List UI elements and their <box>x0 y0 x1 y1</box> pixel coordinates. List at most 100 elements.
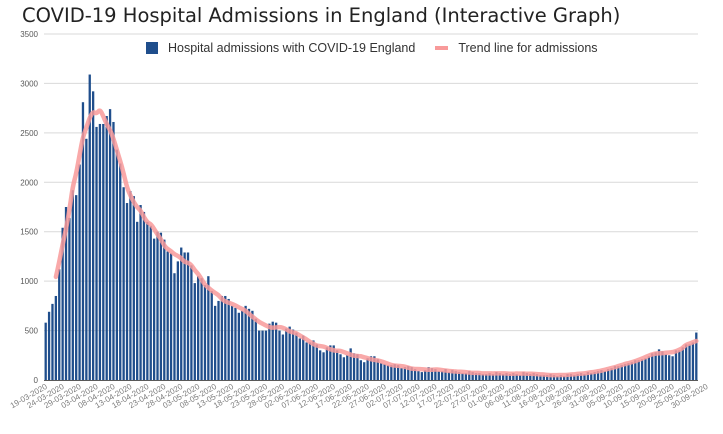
bar[interactable] <box>579 373 583 380</box>
bar[interactable] <box>573 375 576 380</box>
bar[interactable] <box>674 350 678 380</box>
bar[interactable] <box>380 363 383 380</box>
bar[interactable] <box>335 350 339 380</box>
bar[interactable] <box>288 326 291 380</box>
bar[interactable] <box>264 330 268 380</box>
bar[interactable] <box>203 285 207 380</box>
bar[interactable] <box>146 221 149 380</box>
bar[interactable] <box>576 374 579 380</box>
bar[interactable] <box>169 253 173 380</box>
bar[interactable] <box>590 373 593 380</box>
bar[interactable] <box>451 370 454 380</box>
bar[interactable] <box>315 344 318 380</box>
bar[interactable] <box>142 211 146 380</box>
bar[interactable] <box>498 373 501 380</box>
bar[interactable] <box>607 369 610 380</box>
bar[interactable] <box>224 295 227 380</box>
bar[interactable] <box>152 238 156 380</box>
bar[interactable] <box>200 278 203 380</box>
bar[interactable] <box>468 371 471 380</box>
bar[interactable] <box>61 227 64 380</box>
legend-item-trend[interactable]: Trend line for admissions <box>435 41 598 55</box>
bar[interactable] <box>230 305 234 380</box>
bar[interactable] <box>691 342 695 380</box>
bar[interactable] <box>684 344 688 380</box>
bar[interactable] <box>366 358 369 380</box>
bar[interactable] <box>644 358 647 380</box>
bar[interactable] <box>654 352 657 380</box>
bar[interactable] <box>197 276 200 380</box>
bar[interactable] <box>352 353 356 380</box>
bar[interactable] <box>512 373 515 380</box>
bar[interactable] <box>68 217 71 380</box>
bar[interactable] <box>75 195 78 380</box>
bar[interactable] <box>173 273 176 380</box>
bar[interactable] <box>261 330 264 380</box>
bar[interactable] <box>105 116 108 381</box>
bar[interactable] <box>403 367 407 380</box>
bar[interactable] <box>227 298 230 380</box>
bar[interactable] <box>495 372 498 380</box>
bar[interactable] <box>356 354 359 380</box>
bar[interactable] <box>688 344 691 380</box>
bar[interactable] <box>51 303 54 380</box>
bar[interactable] <box>244 305 247 380</box>
bar[interactable] <box>85 138 88 380</box>
bar[interactable] <box>447 372 451 380</box>
bar[interactable] <box>166 251 169 380</box>
bar[interactable] <box>488 373 491 380</box>
bar[interactable] <box>119 163 122 380</box>
bar[interactable] <box>559 375 562 380</box>
bar[interactable] <box>217 300 220 380</box>
bar[interactable] <box>600 370 603 380</box>
bar[interactable] <box>129 191 132 380</box>
bar[interactable] <box>396 365 400 380</box>
bar[interactable] <box>505 373 508 380</box>
bar[interactable] <box>268 323 271 380</box>
bar[interactable] <box>532 373 535 380</box>
bar[interactable] <box>620 365 623 380</box>
bar[interactable] <box>180 247 183 380</box>
bar[interactable] <box>102 123 105 381</box>
bar[interactable] <box>281 334 285 380</box>
bar[interactable] <box>617 366 620 380</box>
bar[interactable] <box>539 375 542 380</box>
bar[interactable] <box>671 356 674 380</box>
bar[interactable] <box>481 374 484 380</box>
bar[interactable] <box>478 373 481 380</box>
bar[interactable] <box>502 374 505 380</box>
bar[interactable] <box>410 367 413 380</box>
bar[interactable] <box>156 231 159 380</box>
bar[interactable] <box>417 371 420 380</box>
bar[interactable] <box>95 126 98 380</box>
bar[interactable] <box>149 225 152 380</box>
bar[interactable] <box>603 371 606 380</box>
bar[interactable] <box>461 373 464 380</box>
bar[interactable] <box>441 371 444 380</box>
bar[interactable] <box>159 232 163 380</box>
bar[interactable] <box>471 372 474 380</box>
bar[interactable] <box>420 372 423 380</box>
bar[interactable] <box>115 149 119 380</box>
bar[interactable] <box>132 196 135 380</box>
bar[interactable] <box>58 269 61 380</box>
bar[interactable] <box>78 164 81 380</box>
bar[interactable] <box>332 345 335 380</box>
bar[interactable] <box>349 348 352 380</box>
bar[interactable] <box>359 360 362 380</box>
bar[interactable] <box>454 371 457 380</box>
bar[interactable] <box>457 372 461 380</box>
bar[interactable] <box>383 364 386 380</box>
bar[interactable] <box>210 291 213 380</box>
bar[interactable] <box>258 330 261 380</box>
bar[interactable] <box>305 342 308 380</box>
bar[interactable] <box>664 354 667 380</box>
bar[interactable] <box>183 252 186 380</box>
bar[interactable] <box>91 91 95 380</box>
bar[interactable] <box>44 322 47 380</box>
bar[interactable] <box>373 356 376 380</box>
bar[interactable] <box>552 375 556 380</box>
bar[interactable] <box>681 347 684 380</box>
bar[interactable] <box>569 374 573 380</box>
legend-item-admissions[interactable]: Hospital admissions with COVID-19 Englan… <box>146 41 415 55</box>
